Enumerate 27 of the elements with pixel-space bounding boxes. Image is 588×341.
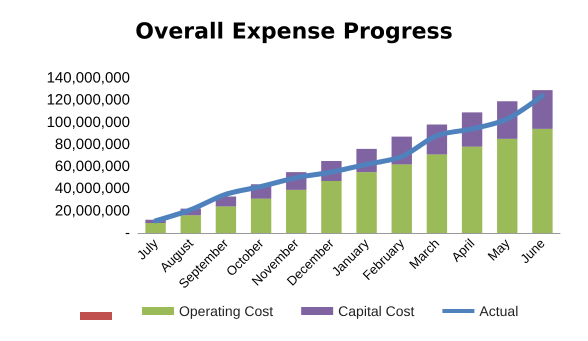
bar bbox=[145, 223, 166, 233]
y-tick-label: 20,000,000 bbox=[54, 202, 130, 220]
y-tick-label: 60,000,000 bbox=[54, 158, 130, 176]
y-tick-label: 40,000,000 bbox=[54, 180, 130, 198]
bar bbox=[216, 206, 236, 233]
bar bbox=[426, 154, 448, 233]
x-tick-label: July bbox=[134, 235, 162, 263]
y-tick-label: 140,000,000 bbox=[46, 70, 130, 86]
bar bbox=[180, 215, 201, 233]
bar bbox=[532, 128, 553, 233]
bar bbox=[392, 164, 412, 233]
chart-title: Overall Expense Progress bbox=[135, 20, 453, 44]
y-tick-label: 120,000,000 bbox=[46, 92, 130, 109]
bar bbox=[250, 198, 272, 233]
bar bbox=[356, 172, 377, 233]
legend-label: Operating Cost bbox=[179, 303, 274, 319]
legend-label: Capital Cost bbox=[338, 303, 415, 319]
legend-label: Actual bbox=[479, 303, 518, 319]
bar bbox=[286, 190, 306, 233]
y-tick-label: 80,000,000 bbox=[54, 136, 130, 153]
x-tick-label: May bbox=[484, 235, 513, 264]
bar bbox=[532, 90, 553, 129]
bar bbox=[321, 180, 342, 233]
bar bbox=[462, 146, 482, 233]
y-tick-label: - bbox=[125, 224, 130, 242]
bar bbox=[497, 138, 518, 233]
y-tick-label: 100,000,000 bbox=[46, 114, 130, 131]
